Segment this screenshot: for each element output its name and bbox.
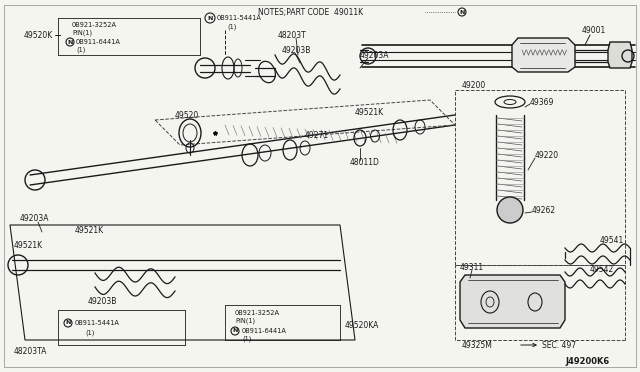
Text: SEC. 497: SEC. 497: [542, 340, 576, 350]
Text: N: N: [67, 39, 73, 45]
Text: 49521K: 49521K: [355, 108, 384, 116]
Text: 48203T: 48203T: [278, 31, 307, 39]
Polygon shape: [608, 42, 632, 68]
Text: N: N: [207, 16, 212, 20]
Text: 49325M: 49325M: [462, 340, 493, 350]
Text: J49200K6: J49200K6: [565, 357, 609, 366]
Text: 49542: 49542: [590, 266, 614, 275]
Text: 49203B: 49203B: [88, 298, 117, 307]
Text: (1): (1): [76, 47, 85, 53]
Text: 0B911-5441A: 0B911-5441A: [75, 320, 120, 326]
Text: 49220: 49220: [535, 151, 559, 160]
Text: 49520: 49520: [175, 110, 199, 119]
Text: 49521K: 49521K: [75, 225, 104, 234]
Text: 48203TA: 48203TA: [14, 347, 47, 356]
Polygon shape: [460, 275, 565, 328]
Text: 49203A: 49203A: [20, 214, 49, 222]
Text: 49001: 49001: [582, 26, 606, 35]
Text: N: N: [460, 10, 465, 15]
Text: (1): (1): [227, 24, 236, 30]
Text: PIN(1): PIN(1): [72, 30, 92, 36]
Text: 0B911-6441A: 0B911-6441A: [76, 39, 121, 45]
Text: 49369: 49369: [530, 97, 554, 106]
Text: 49203B: 49203B: [282, 45, 312, 55]
Text: 49200: 49200: [462, 80, 486, 90]
Text: 49520KA: 49520KA: [345, 321, 380, 330]
Text: 0B911-5441A: 0B911-5441A: [217, 15, 262, 21]
Text: 49262: 49262: [532, 205, 556, 215]
Text: 0B921-3252A: 0B921-3252A: [235, 310, 280, 316]
Text: 49311: 49311: [460, 263, 484, 273]
Circle shape: [497, 197, 523, 223]
Text: NOTES;PART CODE  49011K: NOTES;PART CODE 49011K: [258, 7, 363, 16]
Text: 49521K: 49521K: [14, 241, 43, 250]
Text: 0B921-3252A: 0B921-3252A: [72, 22, 117, 28]
Text: 49541: 49541: [600, 235, 624, 244]
Text: 49520K: 49520K: [24, 31, 53, 39]
Text: N: N: [65, 321, 70, 326]
Text: 0B911-6441A: 0B911-6441A: [242, 328, 287, 334]
Text: 49203A: 49203A: [360, 51, 390, 60]
Text: 48011D: 48011D: [350, 157, 380, 167]
Text: (1): (1): [85, 330, 94, 336]
Text: N: N: [232, 328, 237, 334]
Text: (1): (1): [242, 336, 252, 342]
Text: PIN(1): PIN(1): [235, 318, 255, 324]
Polygon shape: [512, 38, 575, 72]
Text: 49271: 49271: [305, 131, 329, 140]
